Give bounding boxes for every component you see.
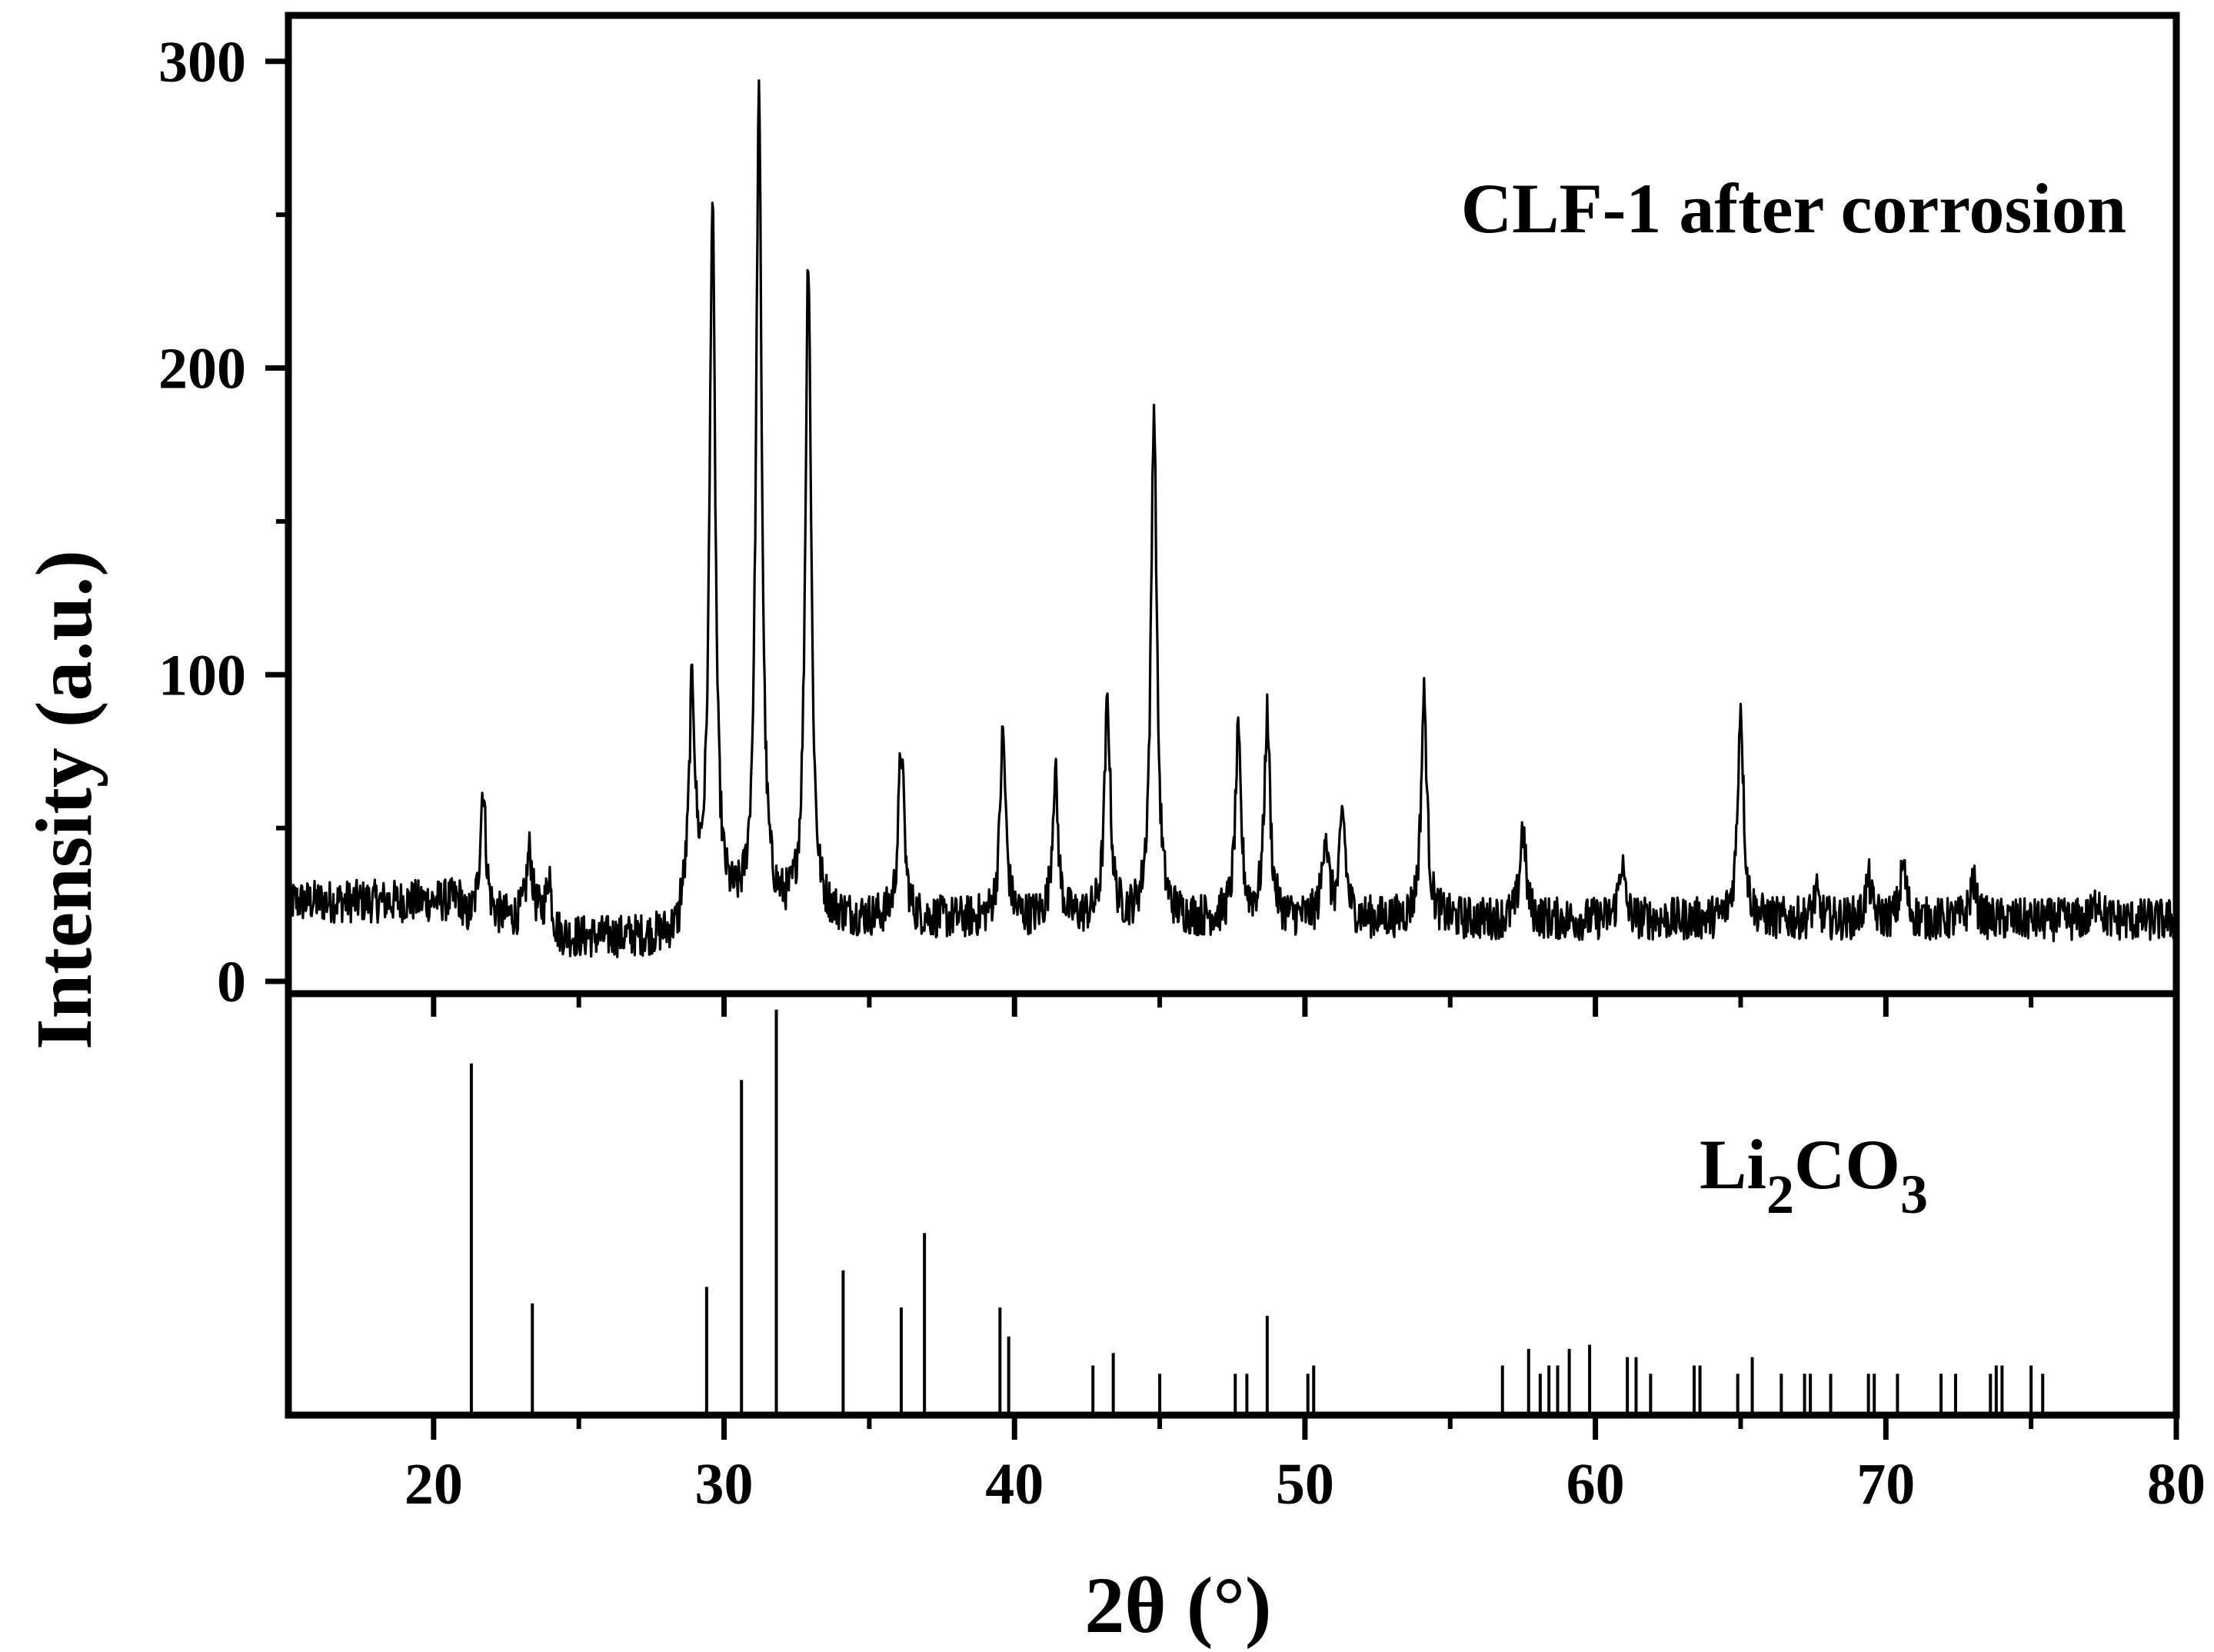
reference-annotation-co: CO	[1794, 1125, 1900, 1204]
y-axis-ticks: 0 100 200 300	[158, 30, 288, 1014]
x-tick-label-50: 50	[1276, 1452, 1334, 1517]
sample-annotation: CLF-1 after corrosion	[1461, 169, 2126, 248]
xrd-pattern-line	[287, 79, 2178, 959]
reference-lines	[469, 1009, 2045, 1415]
x-tick-label-30: 30	[695, 1452, 754, 1517]
x-tick-label-20: 20	[405, 1452, 463, 1517]
y-tick-label-300: 300	[158, 30, 246, 95]
x-tick-label-80: 80	[2147, 1452, 2206, 1517]
y-axis-title: Intensity (a.u.)	[20, 550, 108, 1050]
x-tick-label-40: 40	[985, 1452, 1044, 1517]
reference-annotation-sub2: 3	[1900, 1164, 1928, 1225]
y-tick-label-0: 0	[217, 950, 246, 1014]
y-tick-label-100: 100	[158, 643, 246, 708]
reference-annotation: Li2CO3	[1700, 1125, 1928, 1225]
xrd-pattern	[287, 79, 2178, 959]
x-axis-title: 2θ (°)	[1084, 1561, 1271, 1650]
x-tick-label-70: 70	[1856, 1452, 1915, 1517]
x-axis-ticks: 20 30 40 50 60 70 80	[405, 994, 2206, 1517]
reference-annotation-sub1: 2	[1766, 1164, 1794, 1225]
x-tick-label-60: 60	[1566, 1452, 1625, 1517]
reference-annotation-li: Li	[1700, 1125, 1766, 1204]
plot-frame	[285, 12, 2180, 1419]
y-tick-label-200: 200	[158, 337, 246, 401]
